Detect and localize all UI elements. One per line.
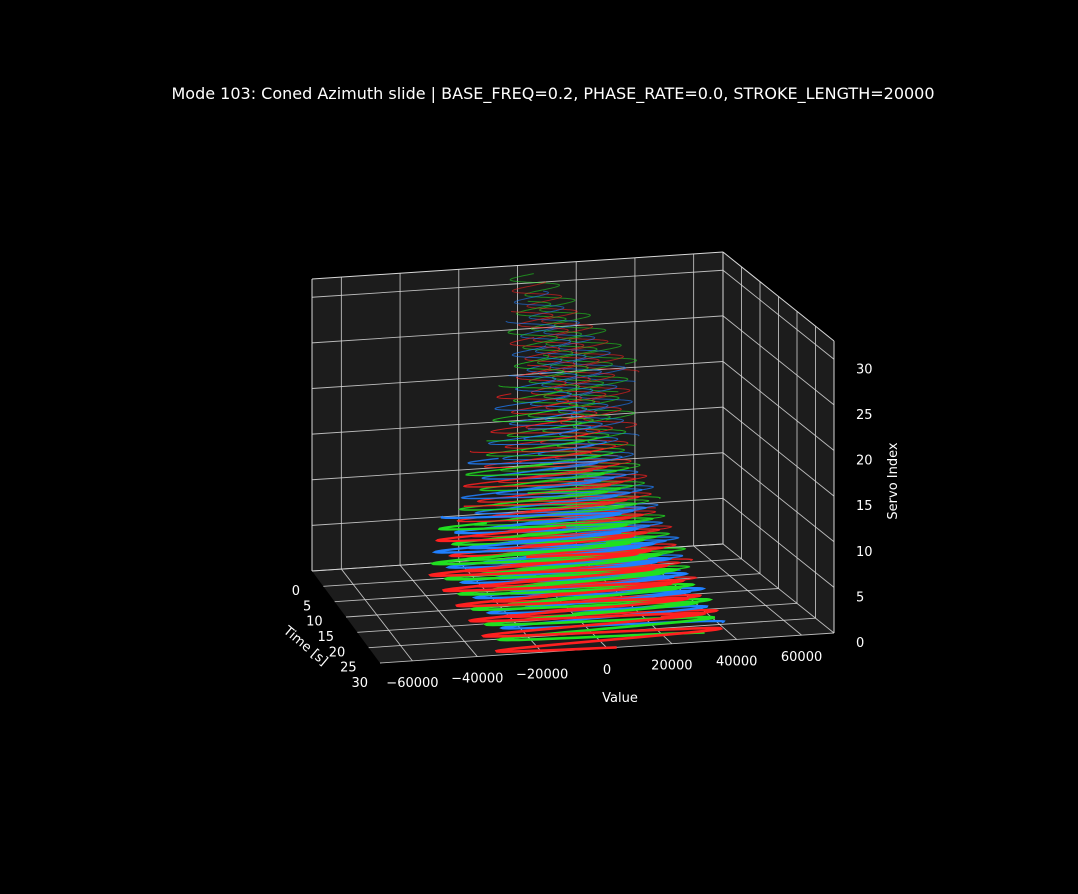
x-tick-label: 5 [303, 599, 311, 614]
x-tick-label: 25 [340, 661, 357, 676]
servo-trace-27 [511, 311, 631, 403]
grid-line-servo [722, 315, 835, 406]
servo-trace-4 [437, 521, 714, 615]
x-tick-label: 0 [292, 584, 300, 599]
servo-trace-9 [462, 469, 694, 564]
servo-trace-0 [428, 551, 724, 654]
y-tick-label: 40000 [716, 654, 757, 669]
y-axis-label: Value [602, 691, 638, 706]
grid-line-servo [722, 269, 835, 360]
grid-line-servo [311, 406, 724, 435]
servo-trace-30 [511, 281, 640, 373]
servo-trace-8 [460, 479, 684, 575]
grid-line-servo [311, 269, 724, 298]
grid-line-servo [311, 361, 724, 389]
servo-trace-22 [513, 354, 636, 446]
y-tick-label: −60000 [386, 676, 438, 691]
z-tick-label: 0 [856, 636, 864, 651]
z-axis-label: Servo Index [886, 442, 901, 519]
grid-line-servo [722, 498, 835, 588]
y-tick-label: 60000 [781, 650, 822, 665]
grid-line-value [341, 568, 413, 662]
x-tick-label: 15 [317, 630, 334, 645]
x-tick-label: 10 [306, 615, 323, 630]
z-tick-label: 15 [856, 499, 873, 514]
grid-line-value [399, 564, 478, 657]
servo-trace-31 [509, 273, 638, 365]
servo-trace-2 [431, 531, 726, 630]
servo-trace-28 [515, 300, 629, 393]
servo-trace-17 [494, 400, 654, 492]
x-tick-label: 30 [351, 676, 368, 691]
grid-line-value [693, 545, 802, 636]
z-tick-label: 25 [856, 408, 873, 423]
x-tick-label: 20 [329, 645, 346, 660]
grid-line-servo [722, 543, 835, 634]
servo-trace-29 [513, 290, 636, 382]
servo-trace-25 [507, 329, 635, 421]
grid-line-servo [311, 315, 724, 344]
servo-trace-24 [509, 336, 638, 429]
servo-trace-26 [505, 320, 633, 412]
y-tick-label: 20000 [651, 659, 692, 674]
z-tick-label: 30 [856, 362, 873, 377]
grid-line-servo [722, 361, 835, 451]
servo-trace-16 [492, 407, 661, 499]
servo-trace-3 [434, 525, 720, 619]
servo-trace-1 [429, 540, 716, 642]
grid-line-servo [311, 452, 724, 481]
grid-line-servo [722, 406, 835, 497]
servo-trace-15 [490, 417, 656, 510]
chart-title: Mode 103: Coned Azimuth slide | BASE_FRE… [171, 84, 934, 104]
z-tick-label: 5 [856, 590, 864, 605]
servo-traces [428, 273, 726, 654]
y-tick-label: −40000 [451, 672, 503, 687]
z-tick-label: 10 [856, 545, 873, 560]
grid-line-servo [722, 452, 835, 543]
servo-trace-23 [511, 345, 640, 437]
y-tick-label: −20000 [516, 667, 568, 682]
y-tick-label: 0 [603, 663, 611, 678]
z-tick-label: 20 [856, 454, 873, 469]
